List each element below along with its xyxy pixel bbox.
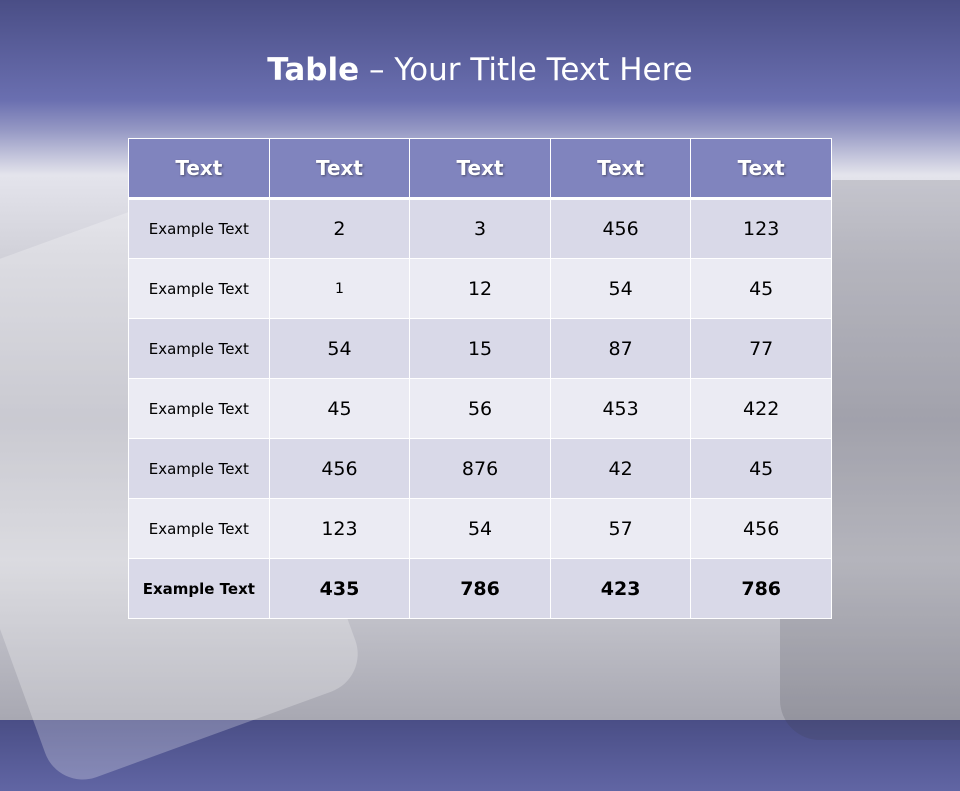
header-row: Text Text Text Text Text <box>128 138 832 200</box>
table-cell: 786 <box>690 558 832 619</box>
data-table: Text Text Text Text Text Example Text 2 3 456 12… <box>128 138 832 619</box>
table-cell: 453 <box>549 378 692 439</box>
table-row: Example Text 435 786 423 786 <box>128 558 832 619</box>
table-cell: 15 <box>409 318 551 379</box>
table-cell: 42 <box>549 438 692 499</box>
table-cell: 87 <box>549 318 692 379</box>
table-cell: 123 <box>690 198 832 259</box>
row-label: Example Text <box>128 318 270 379</box>
table-cell: 786 <box>409 558 551 619</box>
table-cell: 422 <box>690 378 832 439</box>
table-row: Example Text 2 3 456 123 <box>128 198 832 259</box>
table-cell: 77 <box>690 318 832 379</box>
column-header: Text <box>549 138 692 200</box>
table-row: Example Text 54 15 87 77 <box>128 318 832 379</box>
column-header: Text <box>409 138 551 200</box>
table-cell: 54 <box>268 318 411 379</box>
table-row: Example Text 456 876 42 45 <box>128 438 832 499</box>
row-label: Example Text <box>128 378 270 439</box>
table-cell: 56 <box>409 378 551 439</box>
row-label: Example Text <box>128 198 270 259</box>
table-cell: 3 <box>409 198 551 259</box>
table-cell: 1 <box>268 258 411 319</box>
table-cell: 54 <box>549 258 692 319</box>
table-cell: 12 <box>409 258 551 319</box>
row-label: Example Text <box>128 258 270 319</box>
table-cell: 123 <box>268 498 411 559</box>
table-cell: 57 <box>549 498 692 559</box>
table-cell: 456 <box>268 438 411 499</box>
slide-title: Table – Your Title Text Here <box>0 52 960 88</box>
table-row: Example Text 123 54 57 456 <box>128 498 832 559</box>
column-header: Text <box>268 138 411 200</box>
table-row: Example Text 1 12 54 45 <box>128 258 832 319</box>
row-label: Example Text <box>128 558 270 619</box>
table-cell: 876 <box>409 438 551 499</box>
table-cell: 45 <box>268 378 411 439</box>
table-cell: 45 <box>690 258 832 319</box>
table-cell: 54 <box>409 498 551 559</box>
row-label: Example Text <box>128 438 270 499</box>
table-cell: 456 <box>690 498 832 559</box>
table-cell: 2 <box>268 198 411 259</box>
table-cell: 435 <box>268 558 411 619</box>
table-cell: 456 <box>549 198 692 259</box>
table-cell: 45 <box>690 438 832 499</box>
table-row: Example Text 45 56 453 422 <box>128 378 832 439</box>
title-rest: – Your Title Text Here <box>359 52 693 88</box>
row-label: Example Text <box>128 498 270 559</box>
table-cell: 423 <box>549 558 692 619</box>
title-bold: Table <box>267 52 360 88</box>
column-header: Text <box>128 138 270 200</box>
column-header: Text <box>690 138 832 200</box>
